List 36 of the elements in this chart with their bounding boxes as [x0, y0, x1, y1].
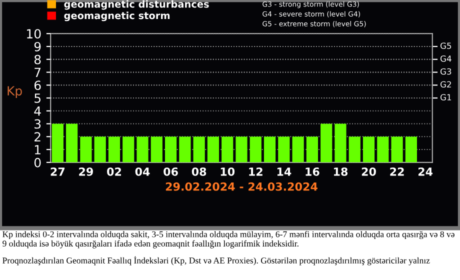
x-tick-label: 18	[334, 167, 348, 176]
x-tick-label: 02	[107, 167, 121, 176]
text: Kp indeksi 0-2 intervalında olduqda sakit, 3-5 intervalında olduqda mülayim, 6-7 mənfi intervalında olduqda orta qasırğa və 8 və 9 olduqda isə böyük qasırğaları ifadə edən geomaqnit fəallığın logarifmik indeksidir.	[2, 231, 454, 248]
x-tick-label: 04	[135, 167, 150, 176]
x-tick-label: 20	[362, 167, 376, 176]
y-tick-label: 7	[34, 68, 41, 77]
y-axis-title: Kp	[8, 86, 22, 98]
x-tick-label: 27	[50, 167, 65, 176]
y-tick-label: 2	[34, 132, 40, 142]
legend-label: geomagnetic storm	[64, 12, 170, 22]
y-tick-label: 4	[34, 106, 41, 116]
y-tick-label: 5	[34, 94, 40, 103]
ref-line-label: G5	[440, 42, 452, 49]
y-tick-label: 8	[34, 54, 41, 64]
y-tick-label: 6	[34, 80, 41, 90]
ref-line-label: G1	[440, 94, 452, 100]
y-tick-label: 1	[34, 145, 40, 154]
legend-label: geomagnetic disturbances	[64, 0, 209, 10]
y-tick-label: 10	[27, 29, 41, 39]
text: Proqnozlaşdırılan Geomaqnit Fəallıq İndeksləri (Kp, Dst və AE Proxies). Göstərilən proqnozlaşdırılmış göstəricilər yalnız	[2, 256, 430, 266]
ref-line-label: G4	[440, 55, 452, 62]
x-tick-label: 08	[192, 167, 206, 176]
x-tick-label: 24	[418, 167, 433, 176]
x-tick-label: 29	[79, 167, 93, 176]
y-tick-label: 3	[34, 119, 41, 129]
y-tick-label: 9	[34, 42, 41, 52]
x-tick-label: 22	[390, 167, 404, 176]
x-axis-title: 29.02.2024 - 24.03.2024	[166, 182, 318, 191]
x-tick-label: 16	[306, 167, 320, 176]
ref-line-label: G3	[440, 68, 452, 75]
x-tick-label: 10	[220, 167, 235, 176]
x-tick-label: 12	[249, 167, 262, 176]
y-tick-label: 0	[34, 158, 41, 168]
ref-line-label: G2	[440, 81, 451, 88]
x-tick-label: 14	[277, 168, 292, 176]
x-tick-label: 06	[164, 167, 178, 176]
